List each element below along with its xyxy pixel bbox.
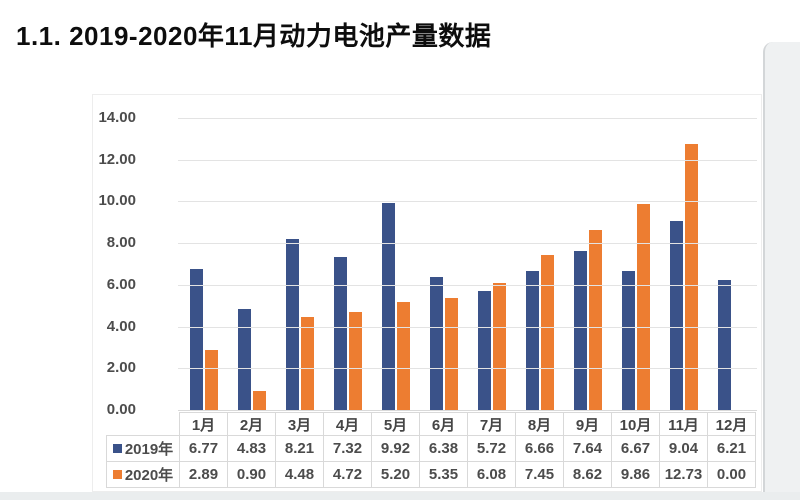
gridline	[178, 118, 757, 119]
month-header-cell: 1月	[180, 412, 228, 436]
month-header-cell: 10月	[612, 412, 660, 436]
table-value-cell: 7.64	[564, 436, 612, 462]
bar-2019年	[286, 238, 299, 410]
table-corner-cell	[106, 412, 180, 436]
month-header-cell: 2月	[228, 412, 276, 436]
month-header-cell: 11月	[660, 412, 708, 436]
table-value-cell: 8.21	[276, 436, 324, 462]
legend-swatch-icon	[112, 470, 122, 479]
y-axis-tick-label: 10.00	[98, 192, 136, 209]
bar-2020年	[685, 144, 698, 410]
y-axis-tick-label: 2.00	[106, 359, 136, 376]
table-value-cell: 7.32	[324, 436, 372, 462]
month-header-cell: 4月	[324, 412, 372, 436]
y-axis-tick-label: 14.00	[98, 109, 136, 126]
bar-2020年	[493, 283, 506, 410]
series-name-label: 2020年	[124, 467, 174, 484]
month-header-cell: 3月	[276, 412, 324, 436]
bar-2020年	[349, 311, 362, 410]
bar-2019年	[334, 257, 347, 410]
table-value-cell: 5.72	[468, 436, 516, 462]
month-header-cell: 8月	[516, 412, 564, 436]
legend-swatch-icon	[112, 444, 122, 453]
table-value-cell: 6.77	[180, 436, 228, 462]
series-name-label: 2019年	[124, 441, 174, 458]
bar-2020年	[253, 391, 266, 410]
table-value-cell: 9.04	[660, 436, 708, 462]
table-value-cell: 0.90	[228, 462, 276, 488]
table-value-cell: 5.20	[372, 462, 420, 488]
bar-2019年	[574, 250, 587, 410]
gridline	[178, 243, 757, 244]
table-value-cell: 4.83	[228, 436, 276, 462]
table-value-cell: 6.08	[468, 462, 516, 488]
window-background-strip-right	[763, 42, 800, 500]
bar-2020年	[637, 204, 650, 410]
bar-2020年	[301, 316, 314, 410]
y-axis-tick-label: 12.00	[98, 151, 136, 168]
table-value-cell: 7.45	[516, 462, 564, 488]
y-axis-tick-label: 8.00	[106, 234, 136, 251]
bar-2020年	[397, 301, 410, 410]
bar-2020年	[445, 298, 458, 410]
month-header-cell: 7月	[468, 412, 516, 436]
table-value-cell: 9.92	[372, 436, 420, 462]
bar-2019年	[430, 276, 443, 410]
y-axis-tick-label: 4.00	[106, 318, 136, 335]
chart-frame	[92, 94, 762, 492]
y-axis-tick-label: 0.00	[106, 401, 136, 418]
table-value-cell: 5.35	[420, 462, 468, 488]
bar-2019年	[718, 280, 731, 410]
gridline	[178, 160, 757, 161]
gridline	[178, 327, 757, 328]
table-value-cell: 2.89	[180, 462, 228, 488]
window-background-strip-bottom	[0, 492, 800, 500]
month-header-cell: 9月	[564, 412, 612, 436]
gridline	[178, 368, 757, 369]
bar-2019年	[478, 290, 491, 410]
table-value-cell: 4.48	[276, 462, 324, 488]
table-value-cell: 0.00	[708, 462, 756, 488]
table-value-cell: 6.66	[516, 436, 564, 462]
table-value-cell: 9.86	[612, 462, 660, 488]
table-value-cell: 6.67	[612, 436, 660, 462]
table-value-cell: 12.73	[660, 462, 708, 488]
bar-2019年	[526, 271, 539, 410]
bar-2020年	[541, 254, 554, 410]
gridline	[178, 285, 757, 286]
bar-2019年	[382, 203, 395, 410]
bar-2019年	[190, 268, 203, 410]
table-value-cell: 6.38	[420, 436, 468, 462]
bar-2020年	[205, 349, 218, 410]
bar-2019年	[622, 270, 635, 410]
gridline	[178, 410, 757, 411]
table-value-cell: 8.62	[564, 462, 612, 488]
bar-2020年	[589, 230, 602, 410]
bar-2019年	[238, 309, 251, 410]
month-header-cell: 5月	[372, 412, 420, 436]
series-row-header: 2020年	[106, 462, 180, 488]
month-header-cell: 6月	[420, 412, 468, 436]
series-row-header: 2019年	[106, 436, 180, 462]
table-value-cell: 4.72	[324, 462, 372, 488]
bar-2019年	[670, 221, 683, 410]
month-header-cell: 12月	[708, 412, 756, 436]
y-axis-tick-label: 6.00	[106, 276, 136, 293]
page-title: 1.1. 2019-2020年11月动力电池产量数据	[16, 21, 492, 51]
table-value-cell: 6.21	[708, 436, 756, 462]
chart-data-table: 1月 2月 3月 4月 5月 6月 7月 8月 9月 10月 11月 12月 2019年 6.77 4.83…	[106, 412, 756, 488]
gridline	[178, 201, 757, 202]
